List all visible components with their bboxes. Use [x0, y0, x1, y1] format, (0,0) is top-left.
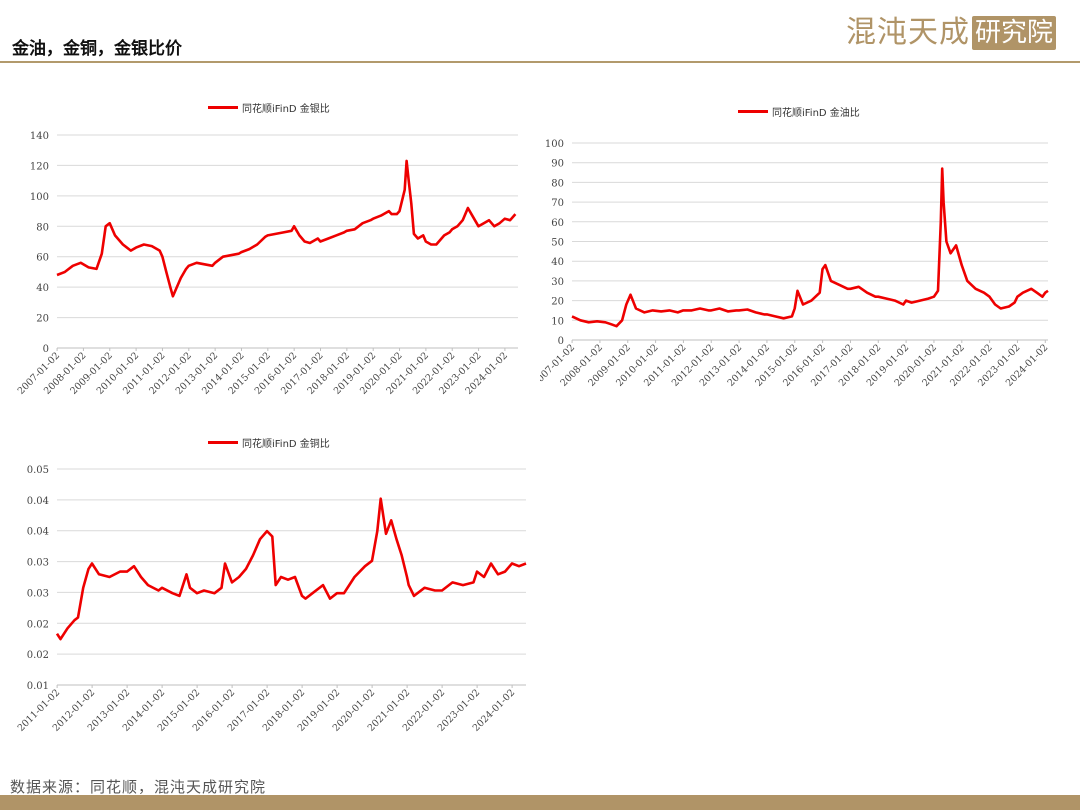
y-tick-label: 40	[36, 283, 49, 294]
series-line	[571, 167, 1049, 328]
y-tick-label: 60	[551, 218, 564, 229]
y-tick-label: 0.02	[27, 619, 49, 630]
page-title: 金油，金铜，金银比价	[12, 39, 182, 59]
y-tick-label: 0.05	[27, 465, 49, 476]
legend: 同花顺iFinD 金银比	[208, 100, 330, 115]
y-tick-label: 120	[30, 161, 49, 172]
y-tick-label: 0.04	[27, 496, 49, 507]
legend-swatch	[738, 110, 768, 113]
footer-bar	[0, 795, 1080, 810]
y-tick-label: 0.04	[27, 527, 49, 538]
y-tick-label: 140	[30, 131, 49, 142]
chart-svg: 01020304050607080901002007-01-022008-01-…	[540, 139, 1050, 389]
y-tick-label: 80	[36, 222, 49, 233]
y-tick-label: 100	[545, 139, 564, 150]
y-tick-label: 0.03	[27, 558, 49, 569]
y-tick-label: 30	[551, 277, 564, 288]
y-tick-label: 70	[551, 198, 564, 209]
y-tick-label: 0	[558, 336, 564, 347]
legend: 同花顺iFinD 金油比	[738, 104, 860, 119]
legend: 同花顺iFinD 金铜比	[208, 435, 330, 450]
y-tick-label: 10	[551, 316, 564, 327]
chart-svg: 0204060801001201402007-01-022008-01-0220…	[16, 131, 518, 397]
y-tick-label: 20	[551, 297, 564, 308]
y-tick-label: 0.01	[27, 681, 49, 692]
brand-logo: 混沌天成 研究院	[846, 15, 1057, 51]
y-tick-label: 20	[36, 314, 49, 325]
header-divider	[0, 61, 1080, 63]
y-tick-label: 50	[551, 238, 564, 249]
logo-text: 混沌天成	[846, 15, 970, 50]
legend-swatch	[208, 106, 238, 109]
data-source-note: 数据来源：同花顺，混沌天成研究院	[10, 778, 267, 796]
y-tick-label: 0.02	[27, 650, 49, 661]
y-tick-label: 60	[36, 253, 49, 264]
y-tick-label: 100	[30, 192, 49, 203]
y-tick-label: 80	[551, 178, 564, 189]
gold-oil-ratio-chart: 同花顺iFinD 金油比 0 10 20 30 40 50 60 70 80 90 100 2007-…	[540, 100, 1080, 430]
y-tick-label: 0.03	[27, 588, 49, 599]
logo-box-text: 研究院	[972, 16, 1057, 50]
chart-svg: 0.010.020.020.030.030.040.040.052011-01-…	[16, 465, 527, 734]
legend-label: 同花顺iFinD 金油比	[772, 108, 860, 119]
series-line	[55, 497, 527, 641]
y-tick-label: 0	[43, 344, 49, 355]
y-tick-label: 40	[551, 257, 564, 268]
legend-swatch	[208, 441, 238, 444]
legend-label: 同花顺iFinD 金银比	[242, 104, 330, 115]
gold-copper-ratio-chart: 同花顺iFinD 金铜比 0.01 0.02 0.02 0.03 0.03 0.04 0.0…	[0, 430, 540, 770]
legend-label: 同花顺iFinD 金铜比	[242, 439, 330, 450]
y-tick-label: 90	[551, 159, 564, 170]
series-line	[56, 159, 517, 298]
gold-silver-ratio-chart: 同花顺iFinD 金银比 0 20 40 60 80 100 120 140 2007-01-0…	[0, 95, 535, 425]
